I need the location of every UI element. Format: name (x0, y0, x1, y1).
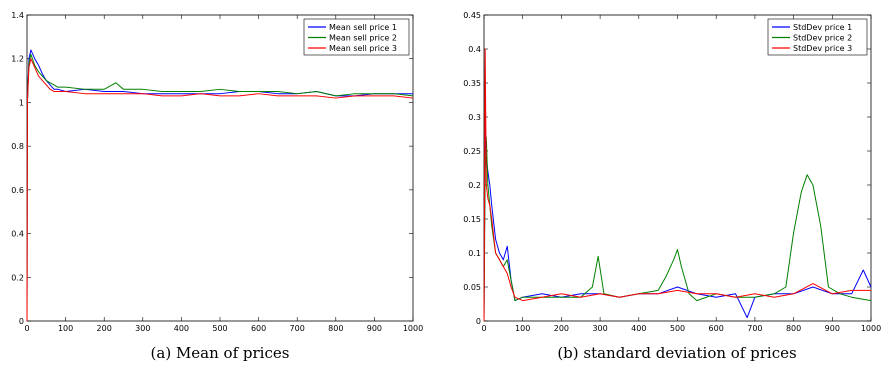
chart-b-ytick-label: 0.35 (463, 79, 481, 88)
chart-b-ytick-label: 0.05 (463, 283, 481, 292)
chart-a-xtick-label: 700 (290, 324, 305, 333)
chart-a-xtick-label: 300 (135, 324, 150, 333)
chart-a-ytick-label: 0.2 (11, 273, 24, 282)
chart-b-ticks: 0 100 200 300 400 500 600 700 800 900 1000 0 0.05 0.1… (463, 11, 881, 333)
chart-a-plot-area (26, 14, 414, 322)
chart-a-ytick-label: 1.4 (11, 11, 24, 20)
chart-b-plot-area (483, 14, 872, 322)
chart-a-ytick-label: 1.2 (11, 55, 24, 64)
chart-b-series-line-3 (483, 48, 871, 322)
chart-a-ytick-label: 0.6 (11, 186, 24, 195)
chart-b-ytick-label: 0.3 (468, 113, 481, 122)
chart-a-xtick-label: 1000 (403, 324, 423, 333)
chart-b-xtick-label: 0 (481, 324, 486, 333)
chart-b-ytick-label: 0.15 (463, 215, 481, 224)
chart-b-xtick-label: 500 (670, 324, 685, 333)
chart-a-xtick-label: 600 (251, 324, 266, 333)
chart-b-legend-label-1: StdDev price 1 (793, 23, 852, 32)
chart-b-legend-label-2: StdDev price 2 (793, 34, 852, 43)
chart-a-series-line-2 (26, 53, 414, 322)
chart-a-legend-label-2: Mean sell price 2 (329, 34, 397, 43)
chart-a-ticks: 0 100 200 300 400 500 600 700 800 900 1000 0 0.2 0.4 0… (11, 11, 423, 333)
chart-b-ytick-label: 0.45 (463, 11, 481, 20)
chart-b-xtick-label: 600 (709, 324, 724, 333)
chart-b-xtick-label: 700 (747, 324, 762, 333)
chart-a-xtick-label: 900 (367, 324, 382, 333)
chart-a-caption: (a) Mean of prices (151, 344, 290, 362)
chart-b-ytick-label: 0 (476, 317, 481, 326)
chart-b-series (483, 48, 872, 322)
chart-b-xtick-label: 800 (786, 324, 801, 333)
chart-a-legend-label-1: Mean sell price 1 (329, 23, 397, 32)
chart-b-caption: (b) standard deviation of prices (557, 344, 796, 362)
chart-a-ytick-label: 1 (19, 98, 24, 107)
chart-a-ytick-label: 0.4 (11, 230, 24, 239)
chart-b-ytick-label: 0.25 (463, 147, 481, 156)
chart-mean-prices: 0 100 200 300 400 500 600 700 800 900 1000 0 0.2 0.4 0… (11, 11, 423, 362)
chart-a-xtick-label: 500 (212, 324, 227, 333)
chart-b-ytick-label: 0.2 (468, 181, 481, 190)
chart-b-xtick-label: 100 (515, 324, 530, 333)
chart-stddev-prices: 0 100 200 300 400 500 600 700 800 900 1000 0 0.05 0.1… (463, 11, 881, 362)
chart-a-xtick-label: 800 (328, 324, 343, 333)
chart-a-xtick-label: 400 (174, 324, 189, 333)
chart-b-ytick-label: 0.1 (468, 249, 481, 258)
chart-b-xtick-label: 900 (825, 324, 840, 333)
chart-b-xtick-label: 400 (631, 324, 646, 333)
chart-a-ytick-label: 0.8 (11, 142, 24, 151)
chart-b-xtick-label: 300 (592, 324, 607, 333)
chart-a-xtick-label: 200 (97, 324, 112, 333)
chart-b-legend-label-3: StdDev price 3 (793, 44, 852, 53)
chart-b-ytick-label: 0.4 (468, 45, 481, 54)
chart-a-legend-label-3: Mean sell price 3 (329, 44, 397, 53)
chart-a-series-line-3 (26, 58, 414, 322)
chart-a-ytick-label: 0 (19, 317, 24, 326)
chart-b-xtick-label: 200 (554, 324, 569, 333)
chart-b-xtick-label: 1000 (861, 324, 881, 333)
chart-a-xtick-label: 100 (58, 324, 73, 333)
chart-a-xtick-label: 0 (24, 324, 29, 333)
chart-a-series (26, 49, 414, 322)
